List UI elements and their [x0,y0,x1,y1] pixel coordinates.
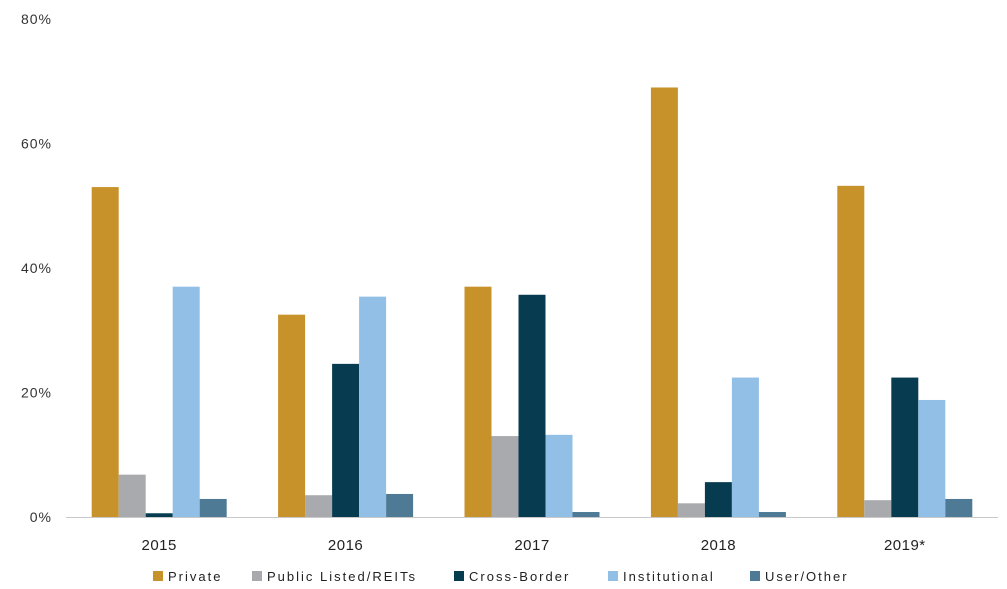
x-tick-label: 2017 [514,537,549,554]
bar [91,187,119,517]
x-tick-label: 2016 [328,537,363,554]
x-axis-labels: 2015 2016 2017 2018 2019* [142,537,926,554]
y-tick-label: 20% [21,385,52,401]
bar [172,286,200,517]
x-tick-label: 2018 [701,537,736,554]
y-tick-label: 60% [21,136,52,152]
bar [837,185,865,517]
bar [464,286,492,517]
bar [704,482,732,517]
legend-swatch [750,571,760,581]
bar [918,399,946,517]
bar [199,498,227,517]
bar [650,87,678,517]
bar [545,434,573,517]
bar [278,314,306,517]
x-tick-label: 2019* [884,537,926,554]
bar [359,296,387,517]
bar [118,474,146,517]
bar [145,513,173,517]
bar [386,493,414,517]
legend-swatch [454,571,464,581]
legend-label: User/Other [765,569,849,584]
bar [572,512,600,517]
y-tick-label: 80% [21,11,52,27]
legend-swatch [608,571,618,581]
bar [758,512,786,517]
bar [491,436,519,517]
bar [864,500,892,517]
bar [891,377,919,517]
legend-swatch [153,571,163,581]
x-tick-label: 2015 [142,537,177,554]
y-tick-label: 0% [30,509,52,525]
bar [518,294,546,517]
bar [731,377,759,517]
y-axis-ticks: 0% 20% 40% 60% 80% [21,11,52,525]
legend-label: Cross-Border [469,569,570,584]
y-tick-label: 40% [21,260,52,276]
bar [332,363,360,517]
bar [305,495,333,517]
legend-label: Public Listed/REITs [267,569,417,584]
bars [91,87,973,517]
legend-label: Institutional [623,569,715,584]
legend: Private Public Listed/REITs Cross-Border In… [153,569,849,584]
legend-swatch [252,571,262,581]
legend-label: Private [168,569,222,584]
bar [677,503,705,517]
bar [945,498,973,517]
